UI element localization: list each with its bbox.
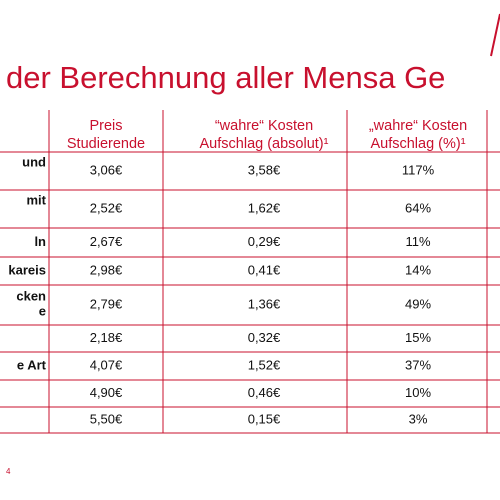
cell: 14% (405, 262, 431, 277)
column-header: “wahre“ Kosten (215, 118, 313, 134)
cell: 0,15€ (248, 411, 281, 426)
row-label: kareis (8, 262, 46, 277)
cell: 4,90€ (90, 385, 123, 400)
cell: 0,32€ (248, 330, 281, 345)
cell: 10% (405, 385, 431, 400)
column-header: Preis (89, 118, 122, 134)
cell: 64% (405, 200, 431, 215)
column-header: Aufschlag (absolut)¹ (200, 136, 329, 152)
cell: 2,67€ (90, 234, 123, 249)
cell: 3,06€ (90, 162, 123, 177)
cell: 2,18€ (90, 330, 123, 345)
cell: 11% (405, 234, 430, 249)
cell: 5,50€ (90, 411, 123, 426)
row-label: ln (34, 234, 46, 249)
cell: 15% (405, 330, 431, 345)
cell: 0,41€ (248, 262, 281, 277)
page-number: 4 (6, 467, 11, 476)
cell: 2,52€ (90, 200, 123, 215)
decor-slash (490, 13, 500, 57)
row-label: cken (16, 288, 46, 303)
row-label: e (39, 303, 46, 318)
cell: 37% (405, 357, 431, 372)
cell: 4,07€ (90, 357, 123, 372)
cell: 49% (405, 296, 431, 311)
row-label: mit (27, 192, 47, 207)
column-header: „wahre“ Kosten (369, 118, 467, 134)
cell: 1,36€ (248, 296, 281, 311)
column-header: Aufschlag (%)¹ (370, 136, 465, 152)
slide-title: der Berechnung aller Mensa Ge (6, 60, 445, 95)
cell: 2,79€ (90, 296, 123, 311)
column-header: Studierende (67, 136, 145, 152)
cell: 2,98€ (90, 262, 123, 277)
cell: 3,58€ (248, 162, 281, 177)
cell: 1,52€ (248, 357, 281, 372)
cell: 0,29€ (248, 234, 281, 249)
cell: 1,62€ (248, 200, 281, 215)
cell: 0,46€ (248, 385, 281, 400)
row-label: und (22, 154, 46, 169)
cell: 3% (409, 411, 428, 426)
cell: 117% (402, 162, 435, 177)
row-label: e Art (17, 357, 47, 372)
